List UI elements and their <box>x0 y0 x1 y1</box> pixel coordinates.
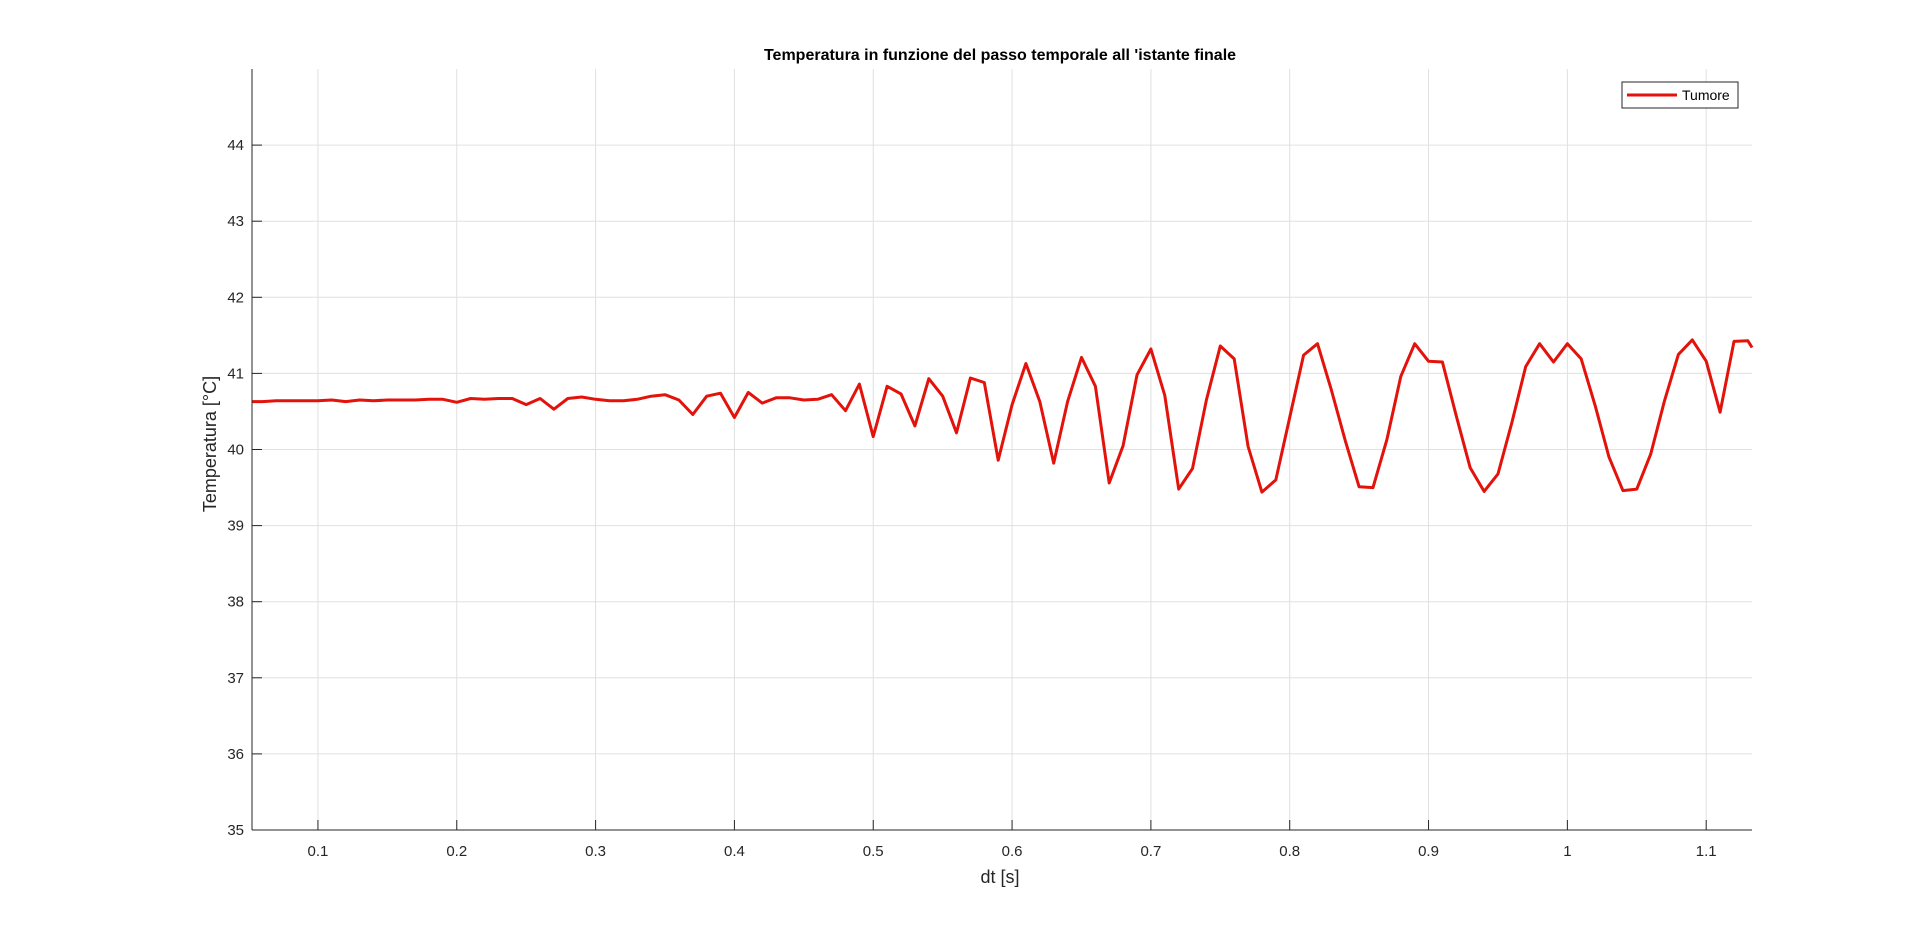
x-tick-label: 1.1 <box>1696 843 1717 860</box>
series-line-tumore <box>252 338 1754 494</box>
x-tick-label: 0.9 <box>1418 843 1439 860</box>
y-tick-label: 38 <box>227 594 244 611</box>
y-tick-label: 40 <box>227 442 244 459</box>
x-tick-label: 0.5 <box>863 843 884 860</box>
x-tick-label: 1 <box>1563 843 1571 860</box>
legend: Tumore <box>1621 81 1739 109</box>
y-tick-label: 37 <box>227 670 244 687</box>
x-axis-label: dt [s] <box>980 867 1019 887</box>
x-tick-label: 0.1 <box>308 843 329 860</box>
y-tick-label: 43 <box>227 213 244 230</box>
y-axis-label: Temperatura [°C] <box>200 376 220 512</box>
x-tick-label: 0.2 <box>446 843 467 860</box>
y-tick-label: 35 <box>227 822 244 839</box>
x-tick-label: 0.6 <box>1002 843 1023 860</box>
y-tick-label: 39 <box>227 518 244 535</box>
legend-label-tumore: Tumore <box>1682 87 1730 103</box>
y-tick-label: 36 <box>227 746 244 763</box>
x-tick-label: 0.3 <box>585 843 606 860</box>
gridlines <box>252 69 1752 830</box>
y-tick-label: 41 <box>227 365 244 382</box>
x-tick-label: 0.4 <box>724 843 745 860</box>
chart-title: Temperatura in funzione del passo tempor… <box>764 47 1236 64</box>
y-tick-label: 44 <box>227 137 244 154</box>
y-ticks: 35 36 37 38 39 40 41 42 43 44 <box>227 137 262 839</box>
y-tick-label: 42 <box>227 289 244 306</box>
x-tick-label: 0.8 <box>1279 843 1300 860</box>
x-ticks: 0.1 0.2 0.3 0.4 0.5 0.6 0.7 0.8 0.9 1 1.1 <box>308 820 1717 860</box>
x-tick-label: 0.7 <box>1140 843 1161 860</box>
plot-lines <box>252 338 1754 494</box>
